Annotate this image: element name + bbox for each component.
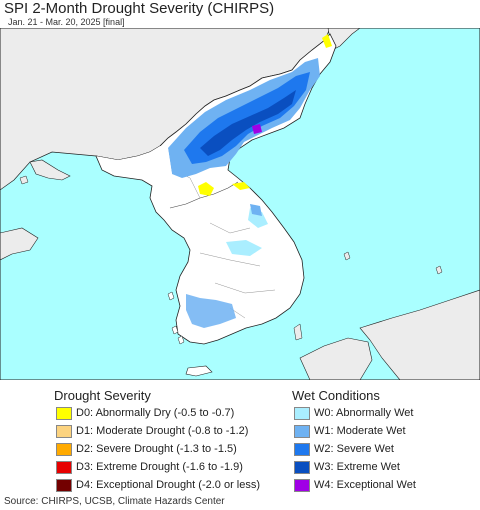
legend-d3: D3: Extreme Drought (-1.6 to -1.9) (56, 460, 243, 474)
legend-w2: W2: Severe Wet (294, 442, 394, 456)
tsushima-island (293, 323, 303, 341)
swatch-d0 (56, 406, 72, 420)
legend-label-d4: D4: Exceptional Drought (-2.0 or less) (76, 479, 261, 491)
legend-w1: W1: Moderate Wet (294, 424, 406, 438)
d0-patch-1 (198, 182, 214, 196)
drought-map (0, 28, 480, 380)
legend-label-w1: W1: Moderate Wet (314, 425, 406, 437)
drought-legend-title: Drought Severity (54, 388, 151, 403)
swatch-w2 (294, 442, 310, 456)
map-subtitle: Jan. 21 - Mar. 20, 2025 [final] (8, 17, 125, 27)
dmz-border (169, 181, 239, 209)
legend-w4: W4: Exceptional Wet (294, 478, 416, 492)
swatch-d1 (56, 424, 72, 438)
d0-patch-3 (322, 34, 332, 48)
legend-label-d1: D1: Moderate Drought (-0.8 to -1.2) (76, 425, 249, 437)
w1-south-2 (250, 204, 262, 216)
legend-d4: D4: Exceptional Drought (-2.0 or less) (56, 478, 260, 492)
w1-south-1 (186, 294, 236, 328)
w0-fringe (96, 146, 172, 178)
west-islands (167, 291, 185, 345)
japan-kyushu (299, 337, 373, 380)
legend-d2: D2: Severe Drought (-1.3 to -1.5) (56, 442, 237, 456)
legend-label-d3: D3: Extreme Drought (-1.6 to -1.9) (76, 461, 243, 473)
swatch-d3 (56, 460, 72, 474)
liaodong-peninsula (29, 159, 71, 181)
swatch-w3 (294, 460, 310, 474)
ulleung-island (343, 251, 351, 261)
legend-d0: D0: Abnormally Dry (-0.5 to -0.7) (56, 406, 234, 420)
legend-w0: W0: Abnormally Wet (294, 406, 413, 420)
legend-d1: D1: Moderate Drought (-0.8 to -1.2) (56, 424, 248, 438)
legend-label-w3: W3: Extreme Wet (314, 461, 400, 473)
map-title: SPI 2-Month Drought Severity (CHIRPS) (4, 0, 275, 17)
swatch-d4 (56, 478, 72, 492)
legend-w3: W3: Extreme Wet (294, 460, 400, 474)
legend-label-w2: W2: Severe Wet (314, 443, 394, 455)
swatch-d2 (56, 442, 72, 456)
swatch-w1 (294, 424, 310, 438)
legend-label-d0: D0: Abnormally Dry (-0.5 to -0.7) (76, 407, 235, 419)
legend-label-w4: W4: Exceptional Wet (314, 479, 416, 491)
legend-label-w0: W0: Abnormally Wet (314, 407, 414, 419)
d0-patch-2 (232, 182, 250, 190)
w0-south-2 (226, 240, 262, 256)
swatch-w4 (294, 478, 310, 492)
source-credit: Source: CHIRPS, UCSB, Climate Hazards Ce… (4, 496, 225, 507)
swatch-w0 (294, 406, 310, 420)
jeju-island (185, 365, 213, 377)
legend-label-d2: D2: Severe Drought (-1.3 to -1.5) (76, 443, 237, 455)
shandong-coast (0, 227, 39, 261)
small-islands (19, 175, 443, 275)
w4-spot (252, 124, 262, 134)
japan-honshu (359, 289, 480, 380)
w3-region (200, 90, 296, 156)
wet-legend-title: Wet Conditions (292, 388, 380, 403)
